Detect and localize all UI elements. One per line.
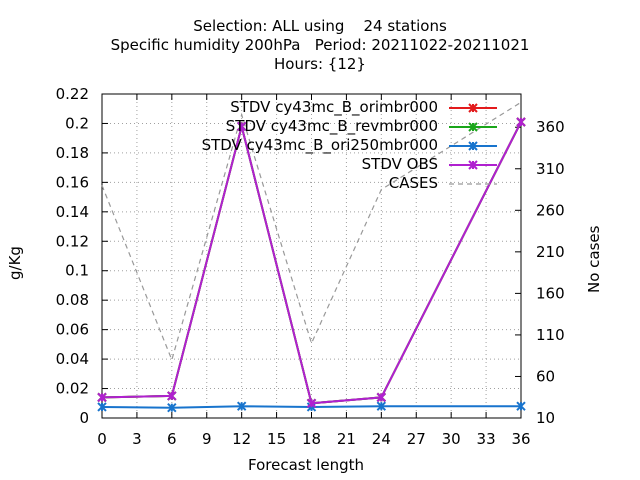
x-tick-label: 15 [267, 430, 286, 448]
y2-tick-label: 110 [536, 326, 565, 344]
series-line-stdv-cy43mc-b-ori250mbr000 [101, 405, 521, 409]
y2-tick-label: 10 [536, 409, 555, 427]
legend [449, 103, 497, 185]
series-line-cases [101, 101, 522, 362]
legend-marker-stdv-obs [468, 160, 478, 170]
data-point-stdv-obs [236, 121, 247, 132]
legend-label-revmbr000: STDV cy43mc_B_revmbr000 [225, 117, 438, 135]
data-point-stdv-obs [97, 392, 107, 403]
data-point-stdv-obs [167, 391, 177, 401]
x-tick-label: 6 [167, 430, 177, 448]
x-tick-label: 12 [232, 430, 251, 448]
chart-title-line-3: Hours: {12} [274, 55, 366, 73]
y-tick-label: 0 [79, 409, 89, 427]
y2-tick-label: 60 [536, 367, 555, 385]
y2-tick-label: 160 [536, 284, 565, 302]
y-tick-label: 0.2 [65, 114, 89, 132]
y-tick-label: 0.02 [56, 380, 89, 398]
data-point-stdv-obs [516, 117, 526, 127]
x-tick-label: 0 [97, 430, 107, 448]
y2-tick-label: 210 [536, 243, 565, 261]
y-tick-label: 0.22 [56, 85, 89, 103]
y-axis-left: 0 0.02 0.04 0.06 0.08 0.1 0.12 0.14 0.16 0.18 0.2 0… [56, 85, 108, 427]
y-tick-label: 0.12 [56, 232, 89, 250]
data-point-stdv-cy43mc-b-ori250mbr000 [167, 402, 177, 413]
chart-title-line-2: Specific humidity 200hPa Period: 2021102… [110, 36, 530, 54]
y-axis-right: 10 60 110 160 210 260 310 360 [515, 118, 565, 427]
x-tick-label: 3 [132, 430, 142, 448]
legend-label-obs: STDV OBS [361, 155, 438, 173]
y2-tick-label: 260 [536, 201, 565, 219]
x-tick-label: 24 [372, 430, 391, 448]
y2-axis-label: No cases [585, 225, 603, 293]
x-tick-label: 18 [302, 430, 321, 448]
y-tick-label: 0.04 [56, 350, 89, 368]
chart-title-line-1: Selection: ALL using 24 stations [193, 17, 447, 35]
data-point-stdv-cy43mc-b-ori250mbr000 [376, 401, 387, 411]
legend-marker-stdv-cy43mc-b-ori250mbr000 [468, 141, 478, 151]
x-tick-label: 21 [337, 430, 356, 448]
y-tick-label: 0.18 [56, 144, 89, 162]
y-tick-label: 0.14 [56, 203, 89, 221]
y-tick-label: 0.16 [56, 173, 89, 191]
x-axis: 0 3 6 9 12 15 18 21 24 27 30 33 36 [97, 94, 531, 448]
x-tick-label: 33 [477, 430, 496, 448]
x-tick-label: 30 [442, 430, 461, 448]
y2-tick-label: 310 [536, 160, 565, 178]
data-point-stdv-cy43mc-b-ori250mbr000 [97, 402, 107, 412]
y-tick-label: 0.1 [65, 262, 89, 280]
data-point-stdv-obs [376, 392, 387, 403]
series-line-stdv-obs [101, 121, 522, 405]
y-tick-label: 0.08 [56, 291, 89, 309]
legend-marker-stdv-cy43mc-b-orimbr000 [468, 103, 478, 113]
y-axis-label: g/Kg [6, 246, 24, 280]
data-point-stdv-cy43mc-b-ori250mbr000 [516, 401, 526, 411]
x-tick-label: 27 [407, 430, 426, 448]
x-axis-label: Forecast length [248, 456, 365, 474]
data-point-stdv-obs [306, 398, 317, 408]
legend-label-orimbr000: STDV cy43mc_B_orimbr000 [230, 98, 438, 116]
x-tick-label: 36 [511, 430, 530, 448]
data-point-stdv-cy43mc-b-ori250mbr000 [236, 401, 247, 411]
x-tick-label: 9 [202, 430, 212, 448]
y-tick-label: 0.06 [56, 321, 89, 339]
y2-tick-label: 360 [536, 118, 565, 136]
legend-marker-stdv-cy43mc-b-revmbr000 [468, 122, 478, 132]
legend-label-ori250mbr000: STDV cy43mc_B_ori250mbr000 [201, 136, 438, 154]
legend-label-cases: CASES [388, 174, 438, 192]
series-group [97, 101, 526, 413]
